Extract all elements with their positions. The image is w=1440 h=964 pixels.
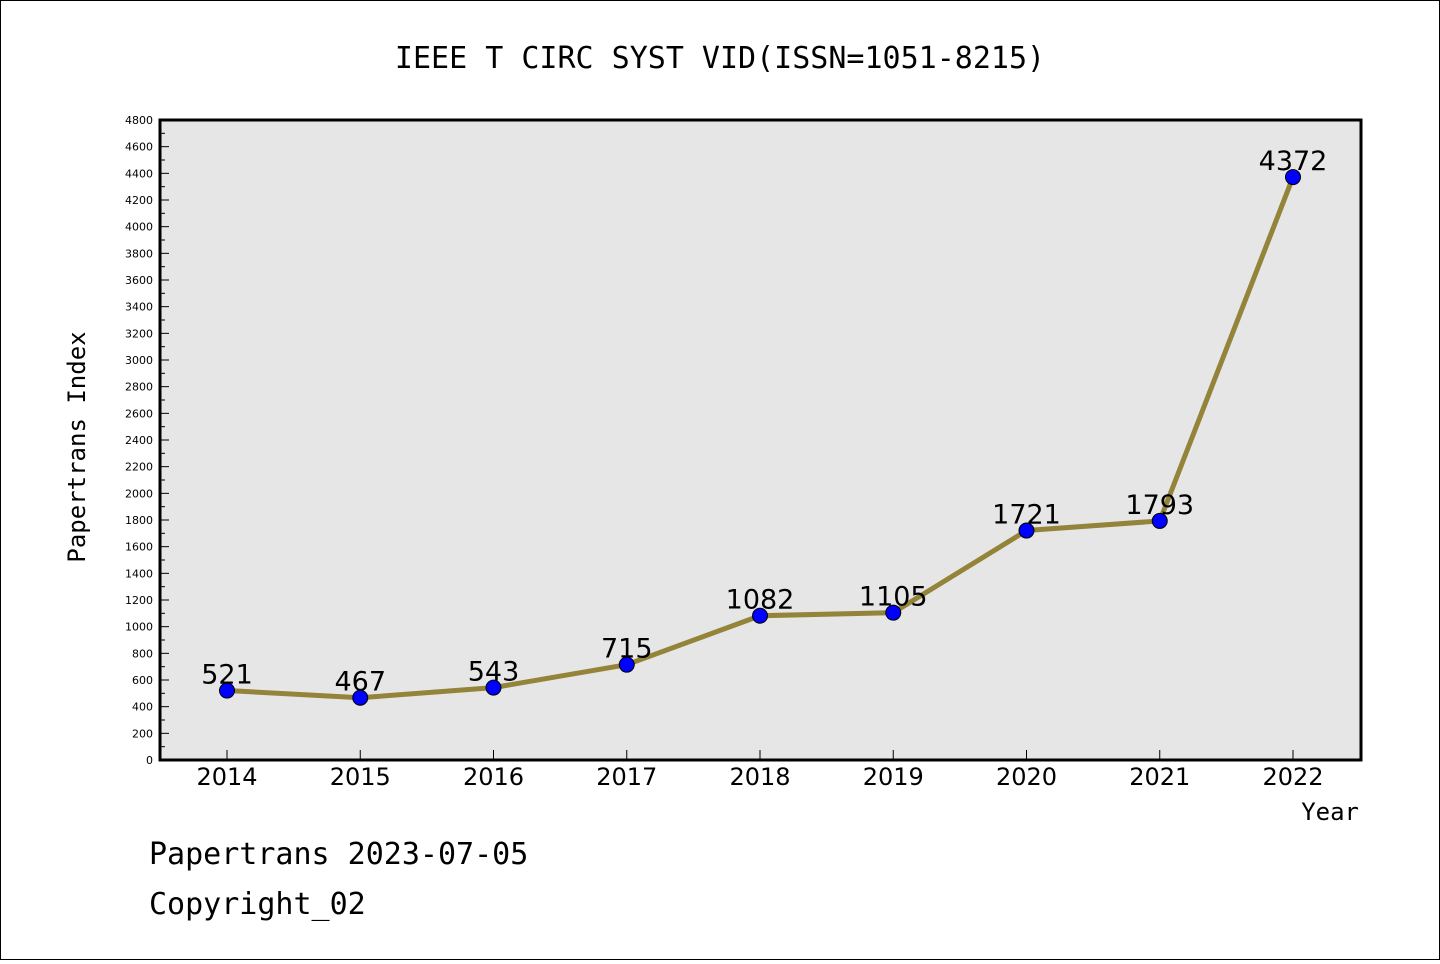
x-tick-label: 2020 bbox=[996, 763, 1057, 791]
y-tick-label: 3000 bbox=[125, 354, 153, 367]
data-label: 467 bbox=[334, 667, 386, 698]
footer-copyright: Copyright_02 bbox=[149, 887, 366, 922]
x-tick-label: 2017 bbox=[596, 763, 657, 791]
y-tick-label: 4800 bbox=[125, 114, 153, 127]
data-point bbox=[752, 607, 768, 624]
y-tick-label: 2000 bbox=[125, 487, 153, 500]
series-group bbox=[219, 169, 1301, 706]
y-tick-label: 1600 bbox=[125, 541, 153, 554]
data-label: 4372 bbox=[1259, 146, 1328, 177]
y-tick-label: 3800 bbox=[125, 247, 153, 260]
data-label: 715 bbox=[601, 634, 653, 665]
data-label: 543 bbox=[468, 657, 520, 688]
y-axis-ticks: 0 200 400 600 800 1000 1200 1400 1600 1800 2000 220… bbox=[125, 114, 169, 767]
x-tick-label: 2019 bbox=[863, 763, 924, 791]
y-tick-label: 3400 bbox=[125, 301, 153, 314]
y-tick-label: 3200 bbox=[125, 327, 153, 340]
x-axis-title: Year bbox=[1301, 798, 1359, 826]
y-tick-label: 4400 bbox=[125, 167, 153, 180]
x-tick-label: 2021 bbox=[1129, 763, 1190, 791]
footer-date: Papertrans 2023-07-05 bbox=[149, 837, 528, 872]
y-tick-label: 600 bbox=[132, 674, 153, 687]
data-label: 1793 bbox=[1125, 490, 1194, 521]
y-tick-label: 2800 bbox=[125, 381, 153, 394]
x-axis-ticks: 2014 2015 2016 2017 2018 2019 2020 2021 2022 bbox=[196, 750, 1324, 791]
data-point bbox=[885, 604, 902, 621]
data-label: 1082 bbox=[726, 585, 795, 616]
data-label: 1721 bbox=[992, 500, 1061, 531]
data-labels-group: 521 467 543 715 1082 1105 1721 1793 4372 bbox=[201, 146, 1327, 698]
y-tick-label: 4200 bbox=[125, 194, 153, 207]
x-tick-label: 2022 bbox=[1262, 763, 1323, 791]
y-tick-label: 2600 bbox=[125, 407, 153, 420]
y-tick-label: 1400 bbox=[125, 567, 153, 580]
y-tick-label: 2200 bbox=[125, 461, 153, 474]
y-tick-label: 0 bbox=[146, 754, 153, 767]
plot-border bbox=[158, 118, 1363, 762]
chart-title: IEEE T CIRC SYST VID(ISSN=1051-8215) bbox=[395, 41, 1045, 76]
data-point bbox=[1151, 512, 1168, 529]
y-tick-label: 800 bbox=[132, 647, 153, 660]
data-point bbox=[1018, 522, 1035, 539]
y-tick-label: 1200 bbox=[125, 594, 153, 607]
plot-area bbox=[160, 120, 1361, 760]
data-label: 1105 bbox=[859, 582, 928, 613]
data-point bbox=[618, 656, 635, 673]
data-point bbox=[219, 682, 235, 699]
y-tick-label: 4000 bbox=[125, 221, 153, 234]
data-point bbox=[485, 679, 502, 696]
x-tick-label: 2015 bbox=[330, 763, 391, 791]
y-tick-label: 1800 bbox=[125, 514, 153, 527]
x-tick-label: 2018 bbox=[729, 763, 790, 791]
y-tick-label: 200 bbox=[132, 727, 153, 740]
y-axis-title: Papertrans Index bbox=[63, 331, 91, 562]
y-tick-label: 4600 bbox=[125, 141, 153, 154]
y-tick-label: 3600 bbox=[125, 274, 153, 287]
data-point bbox=[1285, 169, 1301, 186]
x-tick-label: 2016 bbox=[463, 763, 524, 791]
x-tick-label: 2014 bbox=[196, 763, 257, 791]
y-tick-label: 2400 bbox=[125, 434, 153, 447]
data-point bbox=[352, 689, 369, 706]
y-tick-label: 400 bbox=[132, 701, 153, 714]
data-label: 521 bbox=[201, 660, 253, 691]
y-tick-label: 1000 bbox=[125, 621, 153, 634]
